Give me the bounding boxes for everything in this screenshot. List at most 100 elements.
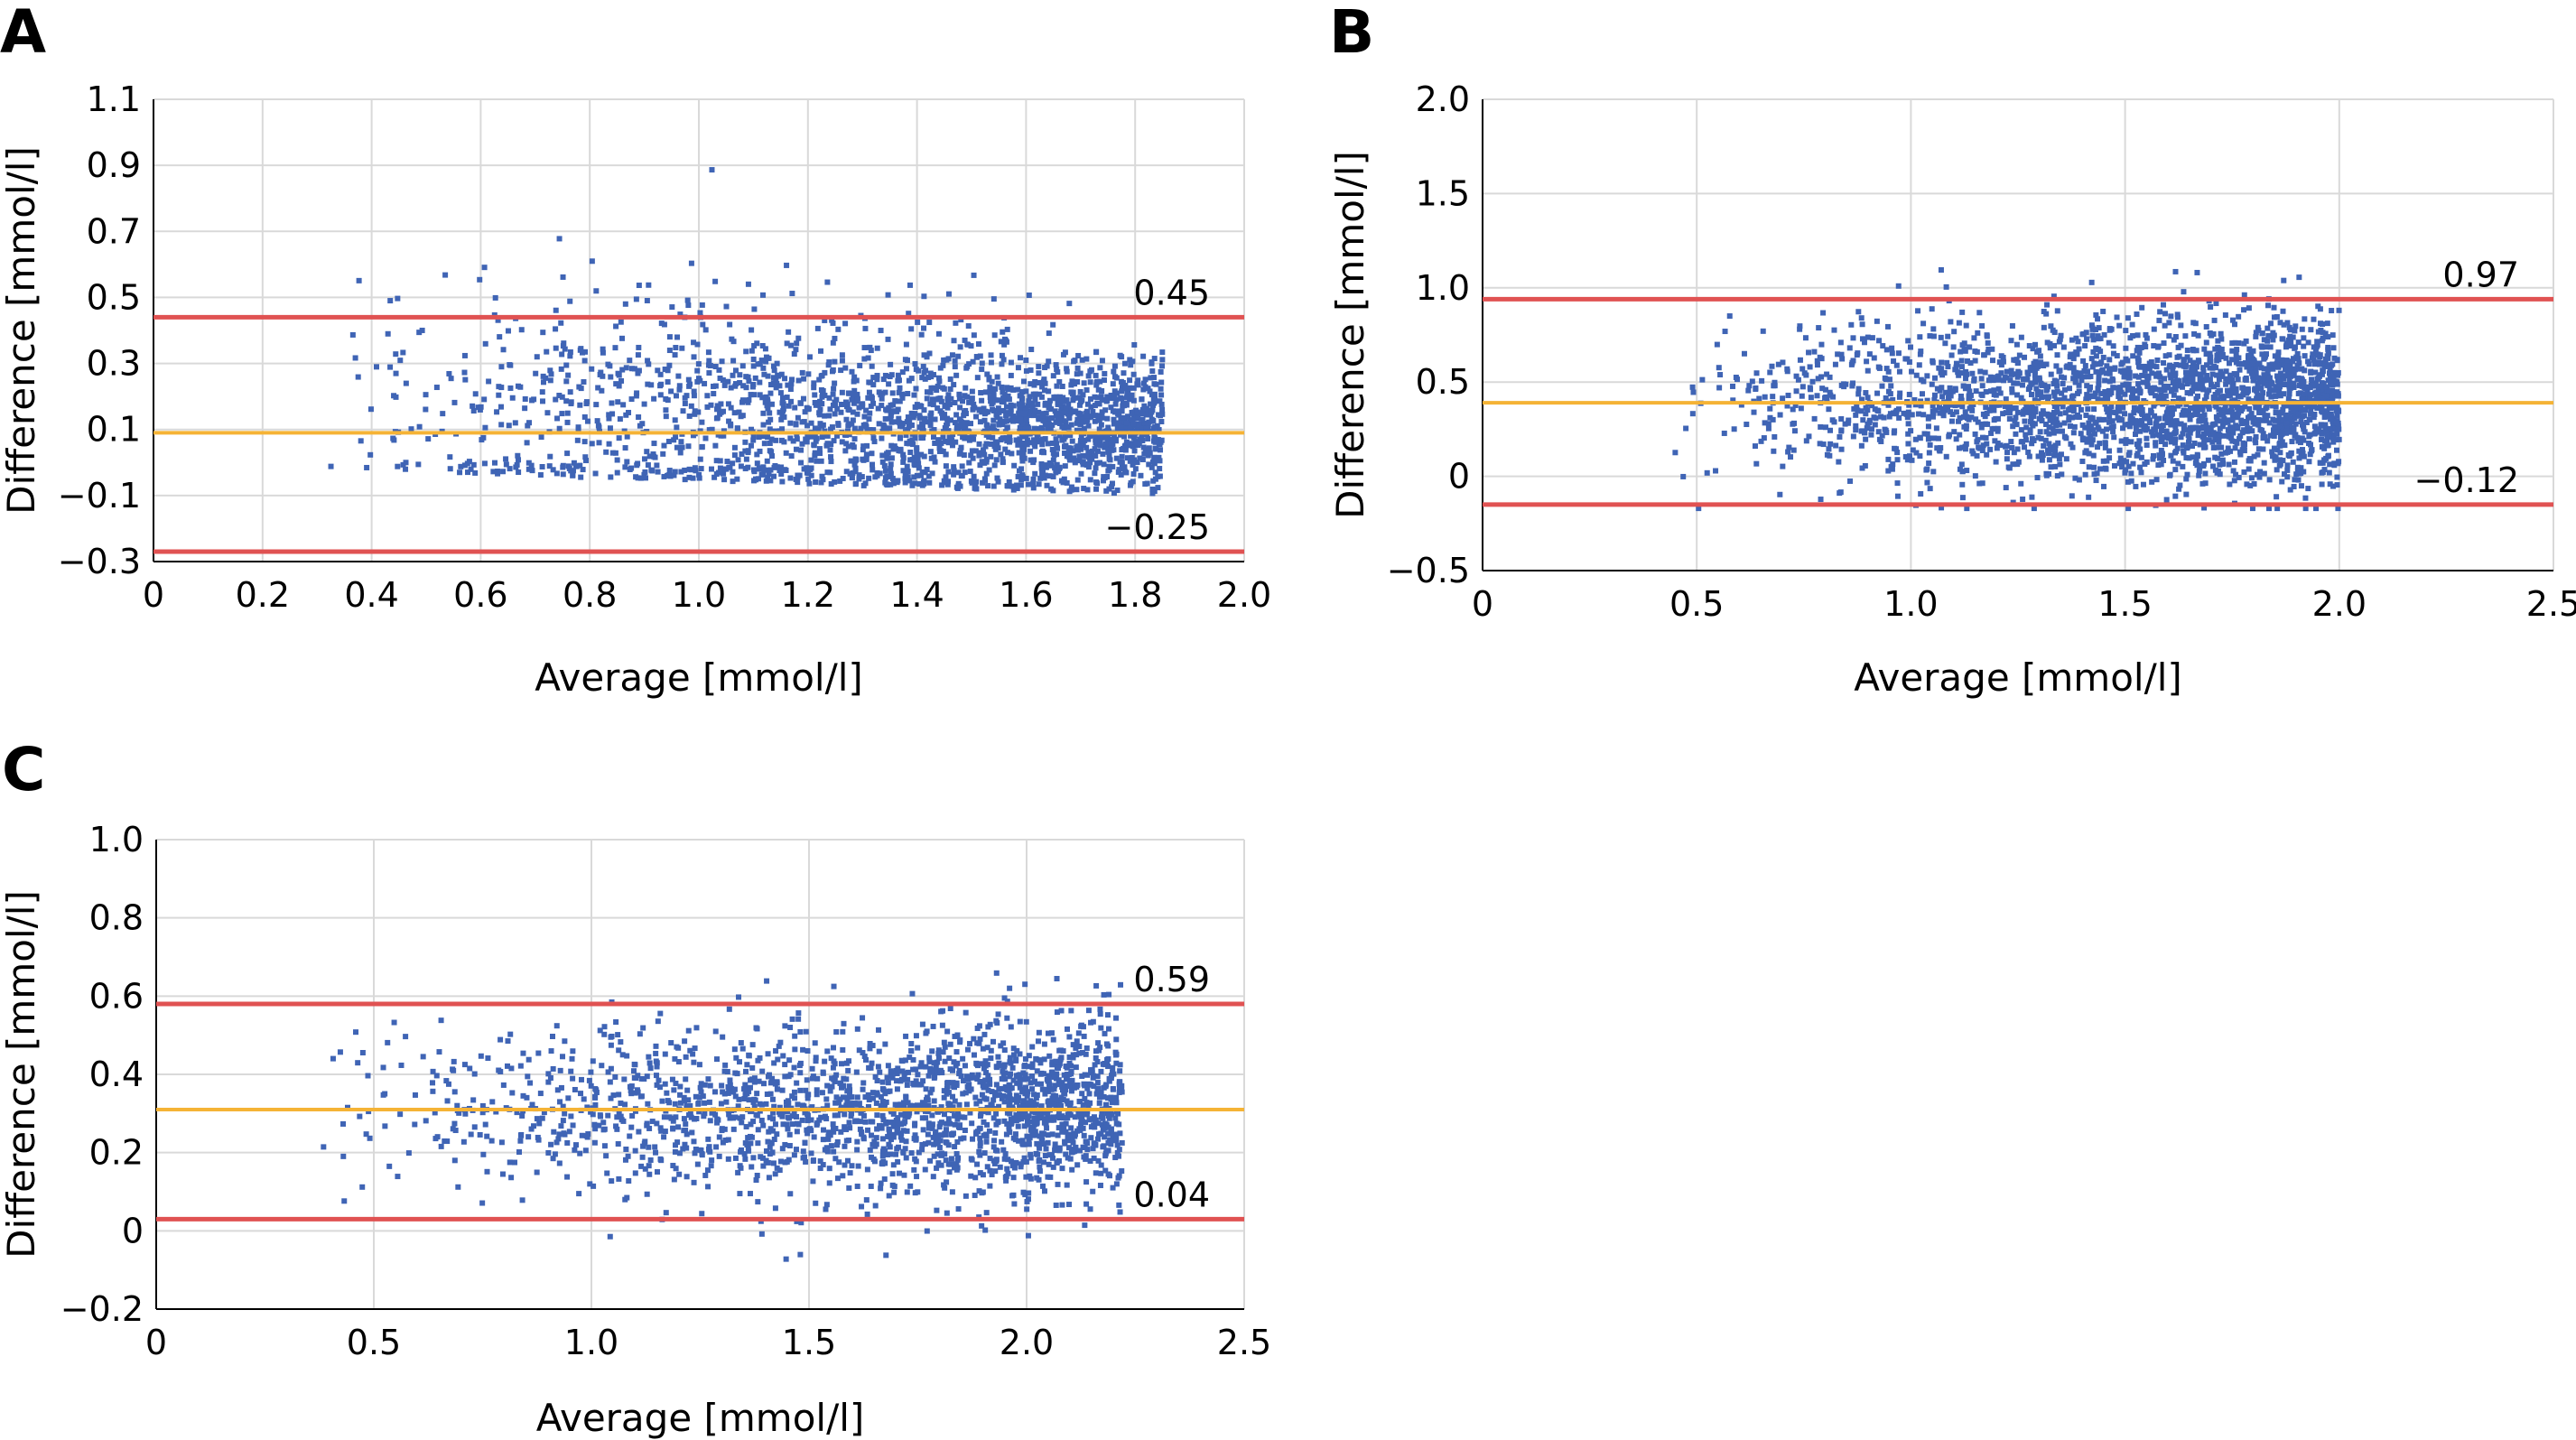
scatter-point [2230,468,2237,474]
scatter-point [2250,377,2256,384]
scatter-point [1865,407,1871,413]
scatter-point [1833,442,1839,449]
scatter-point [2172,430,2179,436]
scatter-point [650,453,656,460]
scatter-point [1029,400,1036,406]
scatter-point [1103,488,1110,494]
scatter-point [977,353,983,359]
scatter-point [512,420,518,426]
scatter-point [1975,330,1981,336]
scatter-point [1066,413,1073,420]
scatter-point [2226,393,2232,399]
scatter-point [2041,394,2047,400]
scatter-point [2312,380,2319,386]
scatter-point [2201,505,2208,511]
scatter-point [1767,405,1773,412]
scatter-point [1039,436,1046,442]
scatter-point [1959,309,1966,315]
scatter-point [2236,355,2242,361]
scatter-point [2281,417,2287,423]
scatter-point [995,445,1001,451]
scatter-point [981,451,988,458]
scatter-point [1054,461,1060,468]
scatter-point [1959,404,1966,410]
scatter-point [2177,362,2183,368]
scatter-point [2026,453,2032,460]
scatter-point [2153,427,2159,433]
scatter-point [1146,461,1152,468]
scatter-point [1157,473,1163,479]
scatter-point [1069,409,1075,415]
scatter-point [2095,387,2101,394]
scatter-point [580,467,586,473]
scatter-point [666,362,673,368]
scatter-point [732,383,739,389]
scatter-point [440,411,446,417]
scatter-point [2311,423,2318,430]
scatter-point [1030,412,1037,418]
scatter-point [583,458,590,464]
scatter-point [1158,447,1164,453]
scatter-point [1065,445,1072,451]
scatter-point [2014,392,2021,398]
scatter-point [423,406,429,413]
scatter-point [2115,414,2121,421]
scatter-point [506,423,512,429]
scatter-point [1962,348,1968,354]
scatter-point [2288,450,2294,456]
scatter-point [1019,458,1026,464]
scatter-point [2172,386,2179,393]
scatter-point [2208,382,2214,388]
scatter-point [1883,429,1890,435]
scatter-point [814,435,820,441]
scatter-point [1895,283,1902,289]
scatter-point [1798,405,1804,412]
scatter-point [1038,461,1045,468]
scatter-point [1808,395,1814,401]
scatter-point [1014,485,1020,491]
scatter-point [721,470,727,477]
scatter-point [1140,380,1147,386]
scatter-point [720,408,726,414]
scatter-point [2248,411,2255,417]
scatter-point [1837,339,1844,346]
scatter-point [2275,361,2282,367]
scatter-point [2336,426,2342,432]
scatter-point [1981,352,1987,358]
scatter-point [826,359,832,366]
scatter-point [2274,506,2281,512]
scatter-point [1041,379,1047,386]
scatter-point [2193,424,2199,431]
scatter-point [918,472,925,478]
scatter-point [805,476,812,482]
scatter-point [734,425,740,432]
scatter-point [1958,348,1964,355]
scatter-point [543,375,549,381]
scatter-point [2153,477,2160,483]
scatter-point [2292,421,2299,427]
scatter-point [2026,342,2032,348]
scatter-point [1935,435,1941,441]
scatter-point [2090,348,2097,355]
scatter-point [2171,392,2177,398]
scatter-point [1079,357,1085,363]
scatter-point [2070,365,2077,371]
scatter-point [2150,386,2156,392]
scatter-point [2088,423,2095,430]
scatter-point [1853,427,1859,433]
scatter-point [2227,408,2233,414]
scatter-point [2217,425,2223,432]
scatter-point [503,456,509,462]
scatter-point [1130,397,1137,404]
scatter-point [730,339,737,345]
scatter-point [582,454,589,460]
scatter-point [2043,421,2050,427]
scatter-point [2261,380,2267,386]
scatter-point [2235,376,2241,383]
scatter-point [661,442,667,449]
scatter-point [2203,422,2209,428]
scatter-point [1976,480,1983,487]
scatter-point [2199,414,2206,421]
scatter-point [2204,389,2210,395]
scatter-point [908,376,915,382]
